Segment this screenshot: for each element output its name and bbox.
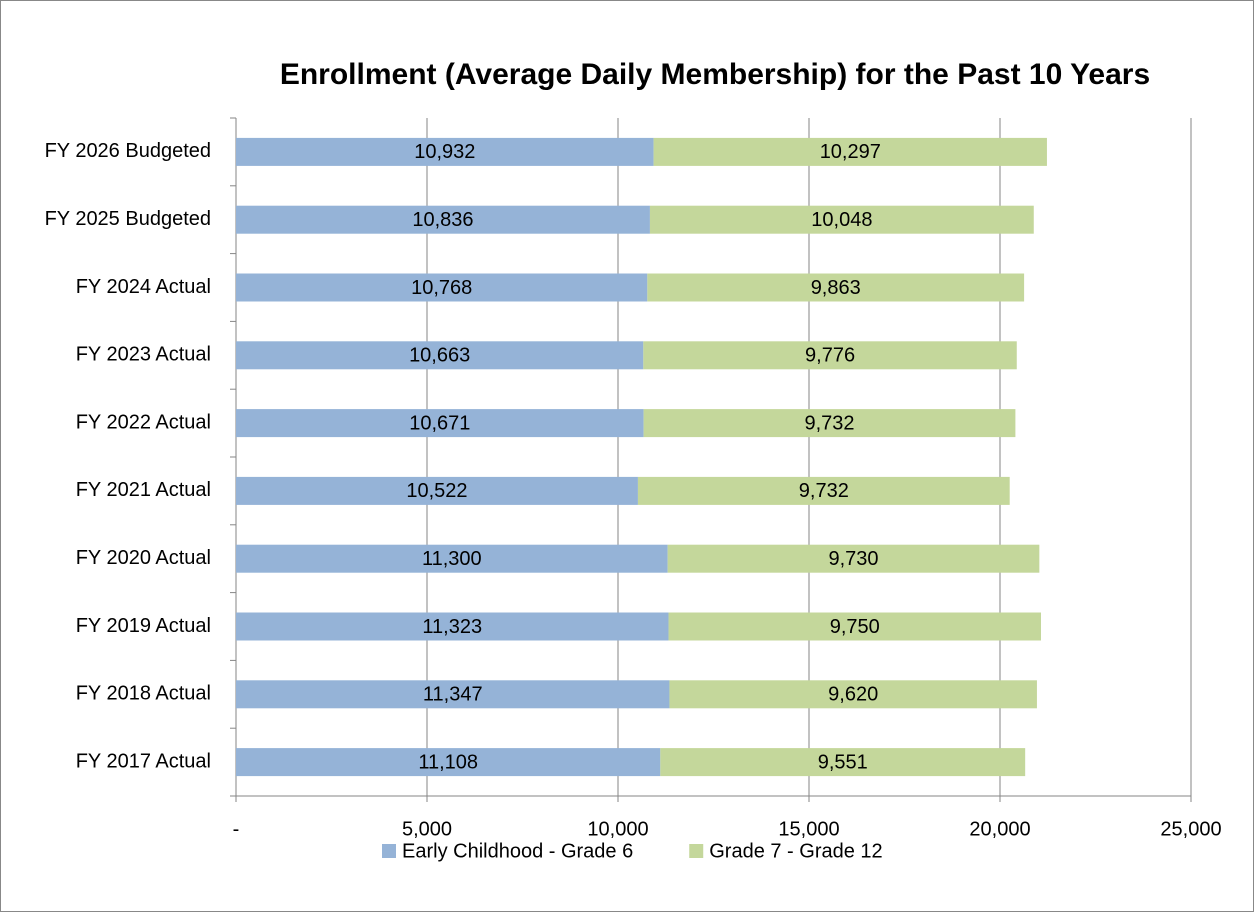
y-tick-label: FY 2025 Budgeted	[45, 208, 211, 230]
bar-segment	[236, 137, 654, 166]
data-label: 10,932	[414, 141, 475, 163]
data-label: 9,732	[804, 412, 854, 434]
y-tick-label: FY 2018 Actual	[76, 683, 211, 705]
data-label: 9,863	[811, 277, 861, 299]
x-tick-label: 5,000	[402, 818, 452, 840]
data-label: 9,776	[805, 345, 855, 367]
bar-segment	[236, 680, 670, 709]
legend-label: Grade 7 - Grade 12	[709, 840, 882, 862]
data-label: 10,663	[409, 345, 470, 367]
x-tick-label: 15,000	[778, 818, 839, 840]
bar-segment	[643, 341, 1017, 370]
bar-segment	[653, 137, 1047, 166]
bar-segment	[669, 680, 1037, 709]
bar-segment	[236, 544, 668, 573]
bar-segment	[643, 409, 1016, 438]
bar-segment	[668, 612, 1041, 641]
y-tick-label: FY 2023 Actual	[76, 344, 211, 366]
bar-segment	[236, 748, 661, 777]
data-label: 10,768	[411, 277, 472, 299]
data-label: 10,671	[409, 412, 470, 434]
bar-segment	[236, 476, 638, 505]
data-label: 10,836	[412, 209, 473, 231]
y-tick-label: FY 2017 Actual	[76, 750, 211, 772]
data-label: 9,732	[799, 480, 849, 502]
data-label: 11,323	[422, 616, 482, 638]
data-label: 9,551	[818, 751, 868, 773]
bar-segment	[667, 544, 1040, 573]
y-tick-label: FY 2020 Actual	[76, 547, 211, 569]
y-tick-label: FY 2024 Actual	[76, 276, 211, 298]
legend-label: Early Childhood - Grade 6	[402, 840, 633, 862]
legend-swatch	[382, 844, 396, 858]
bar-segment	[647, 273, 1025, 302]
x-tick-label: 25,000	[1160, 818, 1221, 840]
data-label: 9,730	[828, 548, 878, 570]
data-label: 11,108	[418, 751, 478, 773]
data-label: 9,620	[828, 684, 878, 706]
bar-segment	[649, 205, 1034, 234]
y-tick-label: FY 2022 Actual	[76, 411, 211, 433]
bar-segment	[236, 341, 644, 370]
bar-segment	[660, 748, 1026, 777]
x-tick-label: 10,000	[587, 818, 648, 840]
data-label: 10,297	[820, 141, 881, 163]
data-label: 9,750	[830, 616, 880, 638]
chart-title: Enrollment (Average Daily Membership) fo…	[280, 58, 1150, 91]
bar-segment	[236, 409, 644, 438]
bar-segment	[236, 205, 650, 234]
data-label: 11,300	[422, 548, 482, 570]
data-label: 10,522	[406, 480, 467, 502]
bar-segment	[236, 612, 669, 641]
y-tick-label: FY 2026 Budgeted	[45, 140, 211, 162]
y-tick-label: FY 2019 Actual	[76, 615, 211, 637]
bar-segment	[637, 476, 1010, 505]
data-label: 11,347	[423, 684, 483, 706]
legend-swatch	[689, 844, 704, 858]
y-tick-label: FY 2021 Actual	[76, 479, 211, 501]
bar-segment	[236, 273, 648, 302]
x-tick-label: -	[233, 818, 240, 840]
x-tick-label: 20,000	[969, 818, 1030, 840]
data-label: 10,048	[811, 209, 872, 231]
